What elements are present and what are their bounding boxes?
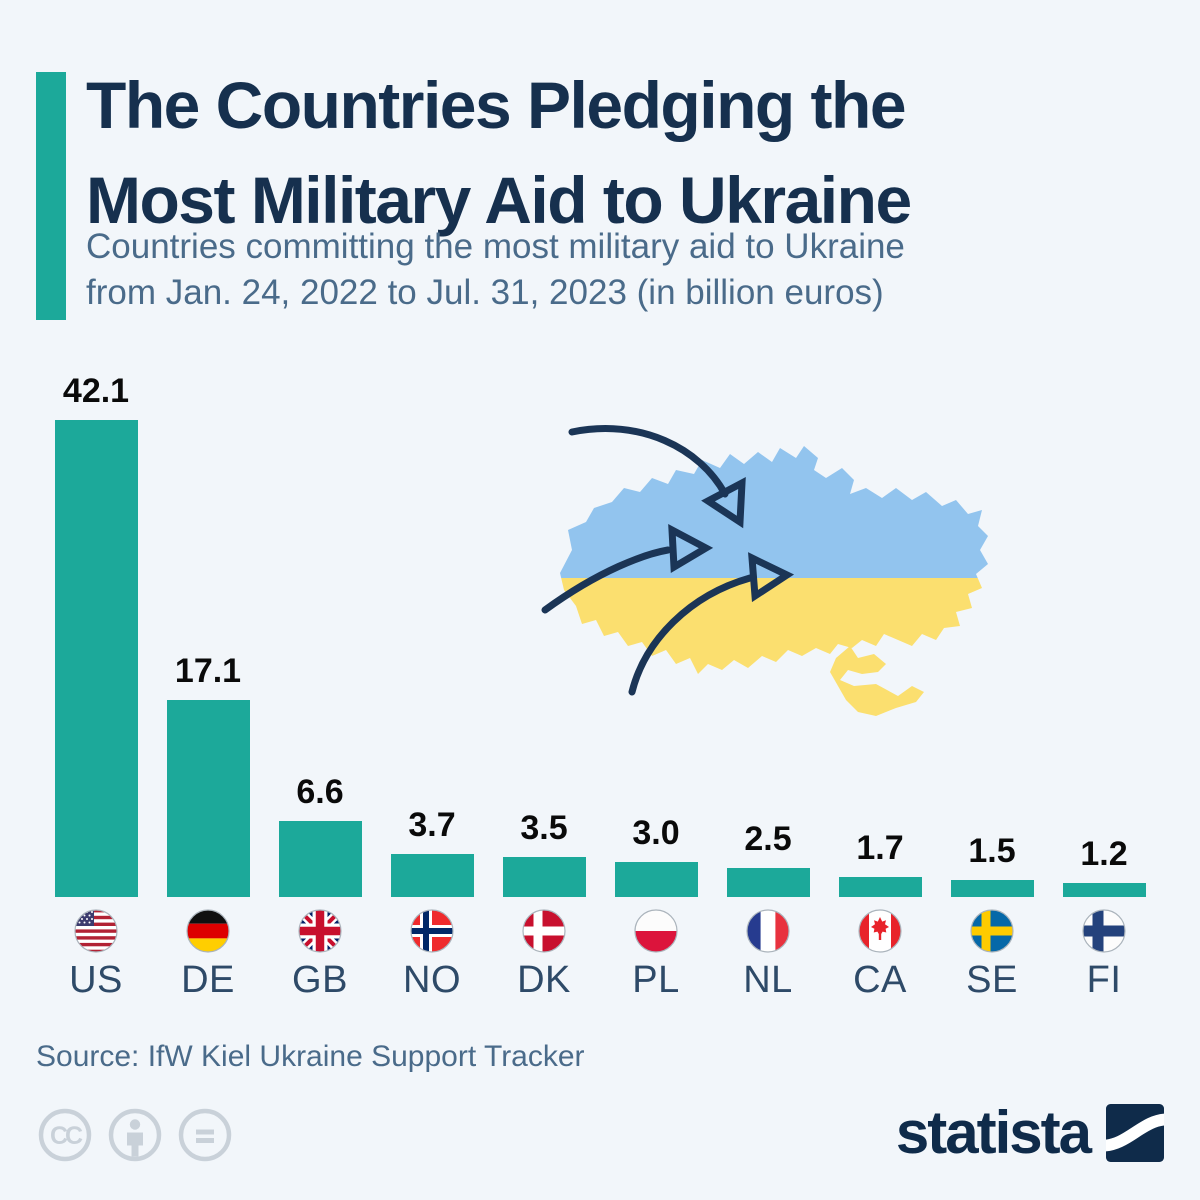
svg-text:CC: CC [50, 1122, 83, 1150]
bar-column-de: 17.1 DE [152, 372, 264, 1002]
bar-column-nl: 2.5 NL [712, 372, 824, 1002]
pl-flag-icon [634, 909, 678, 953]
bar-value-label: 3.7 [408, 806, 456, 844]
bar [614, 862, 698, 897]
no-derivatives-icon [178, 1108, 232, 1162]
bar-value-label: 1.7 [856, 829, 904, 867]
page-title: The Countries Pledging the Most Military… [86, 58, 912, 248]
se-flag-icon [970, 909, 1014, 953]
de-flag-icon [186, 909, 230, 953]
bar-area: 3.7 [390, 372, 474, 897]
page-title-line1: The Countries Pledging the [86, 68, 907, 142]
country-code-label: US [69, 959, 123, 1001]
country-code-label: NO [403, 959, 461, 1001]
bar [502, 857, 586, 897]
page-subtitle: Countries committing the most military a… [86, 224, 905, 316]
bar-value-label: 3.5 [520, 809, 568, 847]
bar-value-label: 3.0 [632, 814, 680, 852]
ca-flag-icon [858, 909, 902, 953]
bar [950, 880, 1034, 897]
bar-area: 42.1 [54, 372, 138, 897]
title-accent-bar [36, 72, 66, 320]
ukraine-map-graphic [541, 425, 988, 716]
nl-flag-icon [746, 909, 790, 953]
bar-area: 3.0 [614, 372, 698, 897]
country-code-label: PL [632, 959, 680, 1001]
bar-area: 17.1 [166, 372, 250, 897]
bar-column-fi: 1.2 FI [1048, 372, 1160, 1002]
bar-area: 6.6 [278, 372, 362, 897]
country-code-label: GB [292, 959, 348, 1001]
statista-brand: statista [896, 1100, 1164, 1166]
ukraine-map-yellow-half [560, 578, 988, 716]
ukraine-map-blue-half [560, 446, 988, 578]
dk-flag-icon [522, 909, 566, 953]
country-code-label: SE [966, 959, 1018, 1001]
bar-value-label: 2.5 [744, 820, 792, 858]
bar-value-label: 6.6 [296, 773, 344, 811]
bar-value-label: 1.2 [1080, 835, 1128, 873]
country-code-label: NL [743, 959, 793, 1001]
country-code-label: DK [517, 959, 571, 1001]
bar-column-gb: 6.6 GB [264, 372, 376, 1002]
license-icons: CC [36, 1106, 234, 1164]
bar-column-se: 1.5 SE [936, 372, 1048, 1002]
cc-icon: CC [38, 1108, 92, 1162]
country-code-label: DE [181, 959, 235, 1001]
bar-area: 1.7 [838, 372, 922, 897]
bar-area: 1.2 [1062, 372, 1146, 897]
country-code-label: CA [853, 959, 907, 1001]
bar-column-no: 3.7 NO [376, 372, 488, 1002]
bar-area: 1.5 [950, 372, 1034, 897]
bar [838, 877, 922, 897]
page-subtitle-line1: Countries committing the most military a… [86, 227, 905, 266]
us-flag-icon [74, 909, 118, 953]
bar [166, 700, 250, 897]
page-title-line2: Most Military Aid to Ukraine [86, 163, 912, 237]
bar-column-pl: 3.0 PL [600, 372, 712, 1002]
bar [278, 821, 362, 897]
source-text: Source: IfW Kiel Ukraine Support Tracker [36, 1040, 585, 1073]
bar-value-label: 1.5 [968, 832, 1016, 870]
bar [54, 420, 138, 897]
country-code-label: FI [1086, 959, 1122, 1001]
bar-area: 3.5 [502, 372, 586, 897]
statista-wordmark: statista [895, 1099, 1092, 1166]
bar-value-label: 17.1 [174, 652, 242, 690]
bar-columns: 42.1 US 17.1 DE 6.6 GB 3.7 [40, 372, 1160, 1002]
no-flag-icon [410, 909, 454, 953]
bar-area: 2.5 [726, 372, 810, 897]
page-subtitle-line2: from Jan. 24, 2022 to Jul. 31, 2023 (in … [86, 273, 884, 312]
bar-column-us: 42.1 US [40, 372, 152, 1002]
aid-arrows-icon [541, 425, 795, 696]
bar [1062, 883, 1146, 897]
bar-column-ca: 1.7 CA [824, 372, 936, 1002]
bar-value-label: 42.1 [62, 372, 130, 410]
fi-flag-icon [1082, 909, 1126, 953]
attribution-icon [108, 1108, 162, 1162]
gb-flag-icon [298, 909, 342, 953]
bar [390, 854, 474, 897]
statista-logo-icon [1106, 1104, 1164, 1162]
bar [726, 868, 810, 897]
bar-column-dk: 3.5 DK [488, 372, 600, 1002]
